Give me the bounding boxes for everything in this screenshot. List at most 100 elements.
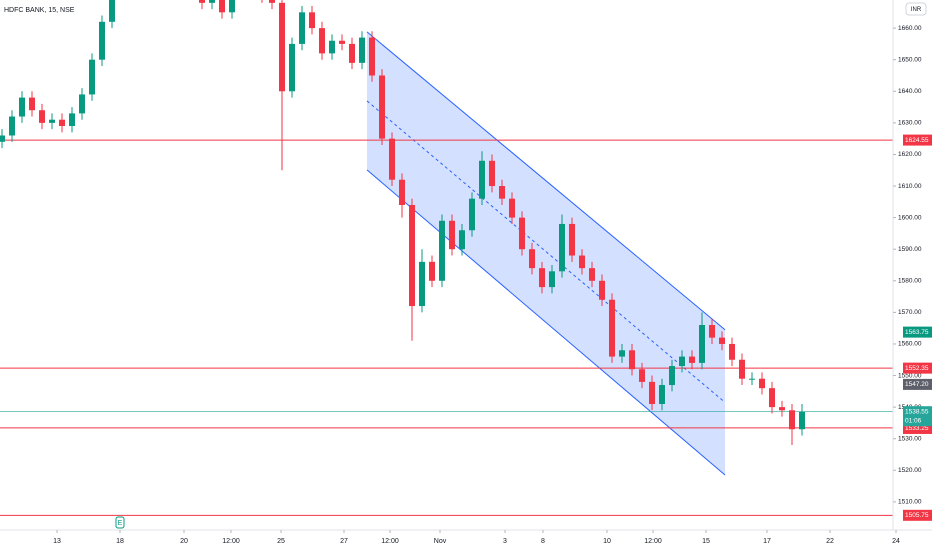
candle-body	[799, 411, 805, 430]
y-tick-label: 1600.00	[898, 214, 922, 221]
candle-body	[759, 378, 765, 389]
x-tick-label: 8	[541, 538, 545, 545]
y-tick-label: 1560.00	[898, 341, 922, 348]
candle-body	[309, 12, 315, 29]
x-tick-label: 27	[340, 538, 348, 545]
x-tick-label: Nov	[434, 538, 447, 545]
candle-body	[359, 37, 365, 63]
axes: 1510.001520.001530.001540.001550.001560.…	[53, 25, 932, 545]
candle-body	[99, 21, 105, 60]
candle-body	[379, 75, 385, 139]
x-tick-label: 15	[702, 538, 710, 545]
chart-title: HDFC BANK, 15, NSE	[4, 7, 75, 14]
candle-body	[79, 94, 85, 114]
candle-body	[739, 359, 745, 379]
x-tick-label: 25	[277, 538, 285, 545]
x-tick-label: 10	[603, 538, 611, 545]
price-tag-box	[903, 378, 932, 390]
candle-body	[489, 160, 495, 187]
candle-body	[279, 2, 285, 92]
countdown: 01:06	[905, 417, 922, 424]
candle-body	[789, 410, 795, 430]
candle-body	[619, 350, 625, 357]
candle-body	[659, 385, 665, 404]
candle-body	[419, 261, 425, 307]
candle-body	[299, 12, 305, 44]
candle-body	[69, 113, 75, 127]
candle-body	[59, 119, 65, 127]
y-tick-label: 1620.00	[898, 151, 922, 158]
x-tick-label: 12:00	[644, 538, 662, 545]
candle-body	[409, 204, 415, 307]
last-price-box	[903, 406, 932, 427]
candle-body	[719, 337, 725, 344]
price-tag: 1563.75	[905, 329, 929, 336]
horizontal-line-label-box	[903, 509, 932, 521]
candle-body	[639, 369, 645, 382]
candle-body	[339, 40, 345, 44]
candle-body	[729, 343, 735, 360]
candle-body	[9, 116, 15, 136]
event-marker	[115, 516, 125, 529]
x-tick-label: 18	[116, 538, 124, 545]
candle-body	[269, 0, 275, 3]
y-tick-label: 1590.00	[898, 246, 922, 253]
currency: INR	[911, 7, 922, 13]
candle-body	[0, 135, 5, 142]
y-tick-label: 1630.00	[898, 120, 922, 127]
candle-body	[479, 160, 485, 199]
candle-body	[519, 217, 525, 250]
candle-body	[649, 381, 655, 404]
candle-body	[679, 356, 685, 367]
candle-body	[109, 0, 115, 22]
x-tick-label: 3	[503, 538, 507, 545]
candle-body	[769, 388, 775, 408]
channel-upper	[366, 31, 726, 331]
y-tick-label: 1520.00	[898, 467, 922, 474]
candle-body	[689, 356, 695, 363]
price-axis	[893, 0, 932, 550]
price-tag-box	[903, 422, 932, 434]
candle-body	[349, 43, 355, 63]
horizontal-line-label: 1552.35	[905, 365, 929, 372]
candle-body	[699, 325, 705, 363]
price-tag: 1547.20	[905, 381, 929, 388]
x-tick-label: 24	[892, 538, 900, 545]
y-tick-label: 1550.00	[898, 372, 922, 379]
candle-body	[539, 268, 545, 288]
candle-body	[439, 220, 445, 281]
candle-body	[39, 110, 45, 123]
candle-body	[219, 0, 225, 13]
candle-body	[669, 366, 675, 386]
candle-body	[499, 186, 505, 199]
candle-body	[449, 220, 455, 250]
y-tick-label: 1580.00	[898, 278, 922, 285]
candle-body	[749, 378, 755, 380]
y-tick-label: 1570.00	[898, 309, 922, 316]
x-tick-label: 17	[763, 538, 771, 545]
candle-body	[199, 0, 205, 3]
channel-middle	[366, 100, 726, 403]
x-tick-label: 13	[53, 538, 61, 545]
candle-body	[549, 271, 555, 288]
event-label: E	[118, 520, 123, 527]
channel-fill	[367, 31, 725, 476]
candle-body	[399, 179, 405, 205]
candle-body	[19, 97, 25, 117]
y-tick-label: 1530.00	[898, 435, 922, 442]
y-tick-label: 1610.00	[898, 183, 922, 190]
y-tick-label: 1510.00	[898, 499, 922, 506]
candle-body	[589, 268, 595, 281]
plot-area	[0, 0, 893, 516]
y-tick-label: 1640.00	[898, 88, 922, 95]
candle-body	[709, 325, 715, 338]
horizontal-line-label: 1505.75	[905, 512, 929, 519]
candle-body	[29, 97, 35, 111]
candle-body	[599, 280, 605, 300]
y-tick-label: 1660.00	[898, 25, 922, 32]
candle-body	[49, 119, 55, 123]
candle-body	[569, 223, 575, 256]
candle-body	[509, 198, 515, 218]
candle-body	[289, 43, 295, 92]
